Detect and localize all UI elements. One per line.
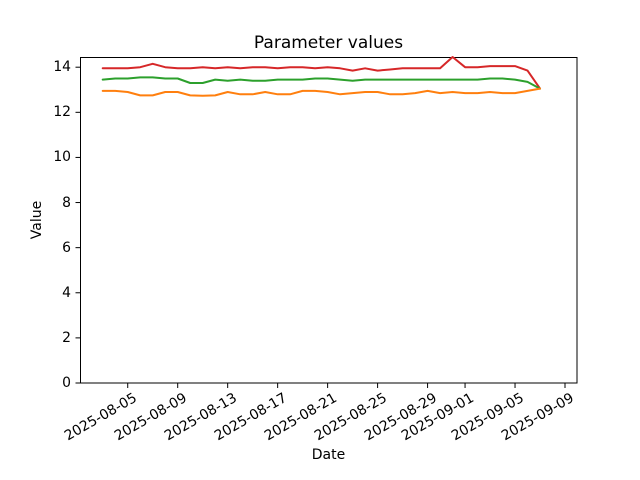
line-series-red xyxy=(101,56,541,90)
y-tick-label: 0 xyxy=(62,375,71,391)
line-series-orange xyxy=(101,87,541,97)
y-tick-label: 10 xyxy=(53,149,71,166)
chart-title: Parameter values xyxy=(253,33,404,53)
line-series-green xyxy=(101,76,541,90)
y-tick-label: 6 xyxy=(62,239,71,256)
y-tick-label: 12 xyxy=(53,104,71,121)
y-axis-label: Value xyxy=(29,200,45,240)
y-tick-label: 2 xyxy=(62,329,71,346)
axes-frame xyxy=(80,57,578,384)
y-tick-label: 4 xyxy=(62,284,71,301)
x-axis-label: Date xyxy=(311,447,346,463)
y-tick-label: 14 xyxy=(53,59,71,76)
y-tick-label: 8 xyxy=(62,194,71,211)
